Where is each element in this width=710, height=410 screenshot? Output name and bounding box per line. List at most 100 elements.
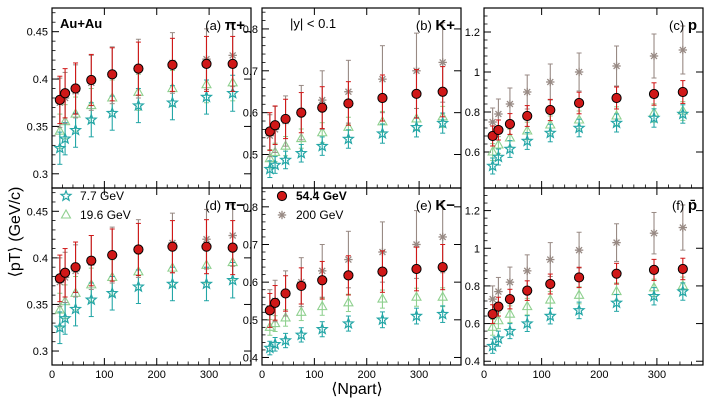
point-star-marker [520,134,534,147]
point-circle-marker [317,275,328,286]
panel-c-ytick-label: 0.6 [465,147,480,159]
panel-f-xtick-label: 0 [481,369,487,381]
point-star-marker [165,277,180,290]
point-star-marker [572,303,586,316]
data-point [647,287,661,306]
point-star-marker [165,95,180,109]
data-point [611,262,622,285]
point-star-marker [226,86,240,99]
data-point [677,80,688,104]
data-point [341,129,355,149]
point-circle-marker [201,241,212,252]
point-circle-marker [86,74,97,86]
point-asterisk-marker [612,61,621,71]
point-star-marker [58,311,72,325]
panel-c-series-196GeV [487,101,689,161]
point-circle-marker [611,268,622,279]
panel-a-label: (a) π+ [205,17,245,34]
data-point [520,132,534,150]
panel-d-series-544GeV [54,219,238,303]
panel-f-series-544GeV [487,257,688,325]
point-star-marker [199,90,214,103]
point-star-marker [647,289,661,302]
point-circle-marker [487,309,498,320]
point-star-marker [53,320,67,334]
data-point [609,113,624,133]
data-point [436,305,450,323]
data-point [488,107,497,137]
point-circle-marker [133,63,144,74]
point-star-marker [131,279,145,293]
panel-f-xtick-label: 300 [648,369,666,381]
point-circle-marker [54,94,65,105]
data-point [86,235,97,287]
panel-c-ytick-label: 1.2 [465,27,480,39]
data-point [315,136,329,156]
panel-b-ytick-label: 0.5 [243,150,258,162]
point-star-marker [436,116,450,129]
data-point [343,255,354,296]
point-circle-marker [437,261,448,273]
data-point [107,47,118,102]
panel-e: 0.4 0.5 0.6 0.7 0.8 0 100 200 300 (e) K− [243,187,462,381]
panel-e-xtick-label: 300 [410,369,428,381]
point-triangle-marker [269,317,281,328]
data-point [54,75,65,125]
panel-f-frame [483,187,704,366]
panel-c-series-544GeV [487,80,688,147]
data-point [315,321,329,338]
data-point [546,63,555,101]
data-point [341,315,355,332]
point-triangle-marker [521,300,533,311]
data-point [54,254,65,303]
panel-d-ytick-label: 0.45 [27,206,48,218]
panel-d-xtick-label: 300 [200,369,218,381]
data-point [676,104,690,124]
data-point [437,66,448,118]
point-circle-marker [377,266,388,277]
data-point [317,260,328,300]
point-asterisk-marker [649,228,659,238]
data-point [70,62,81,115]
point-triangle-marker [295,132,307,143]
panel-a-frame [51,7,252,189]
data-point [574,52,584,92]
panel-c: 0.6 0.8 1 1.2 (c) p [465,7,704,189]
legend-label: 19.6 GeV [80,208,131,222]
point-circle-marker [133,244,144,255]
data-point [573,286,585,305]
data-point [133,222,144,277]
panel-c-ytick-label: 1 [474,67,480,79]
point-star-marker [341,316,355,330]
data-point [167,37,178,92]
point-circle-marker [317,102,328,113]
point-star-marker [436,307,450,320]
legend-label: 200 GeV [296,208,343,222]
panel-f-ytick-label: 0.6 [465,319,480,331]
panel-b-series-200GeV [265,22,447,158]
point-asterisk-marker [505,99,515,109]
point-circle-marker [522,110,533,122]
data-point [678,204,688,251]
data-point [227,220,238,276]
panel-b-ytick-label: 0.7 [243,66,258,78]
data-point [486,157,500,175]
point-star-marker [676,107,690,120]
data-point [503,140,517,158]
point-star-marker [491,331,505,345]
panel-e-frame [261,187,462,366]
panel-f: 0.4 0.6 0.8 1 1.2 0 100 200 300 (f) p̄ [465,187,704,381]
panel-a: 0.3 0.35 0.4 0.45 (a) π+ [27,7,252,189]
data-point [648,258,660,281]
data-point [493,119,504,141]
panel-e-series-196GeV [264,287,449,336]
panel-e-series-200GeV [265,200,447,328]
data-point [107,228,118,282]
point-star-marker [58,131,72,145]
point-circle-marker [522,285,533,296]
panel-f-ytick-label: 1.2 [465,206,480,218]
point-circle-marker [107,249,118,261]
data-point [612,45,621,87]
point-star-marker [503,142,517,155]
point-star-marker [279,333,293,347]
